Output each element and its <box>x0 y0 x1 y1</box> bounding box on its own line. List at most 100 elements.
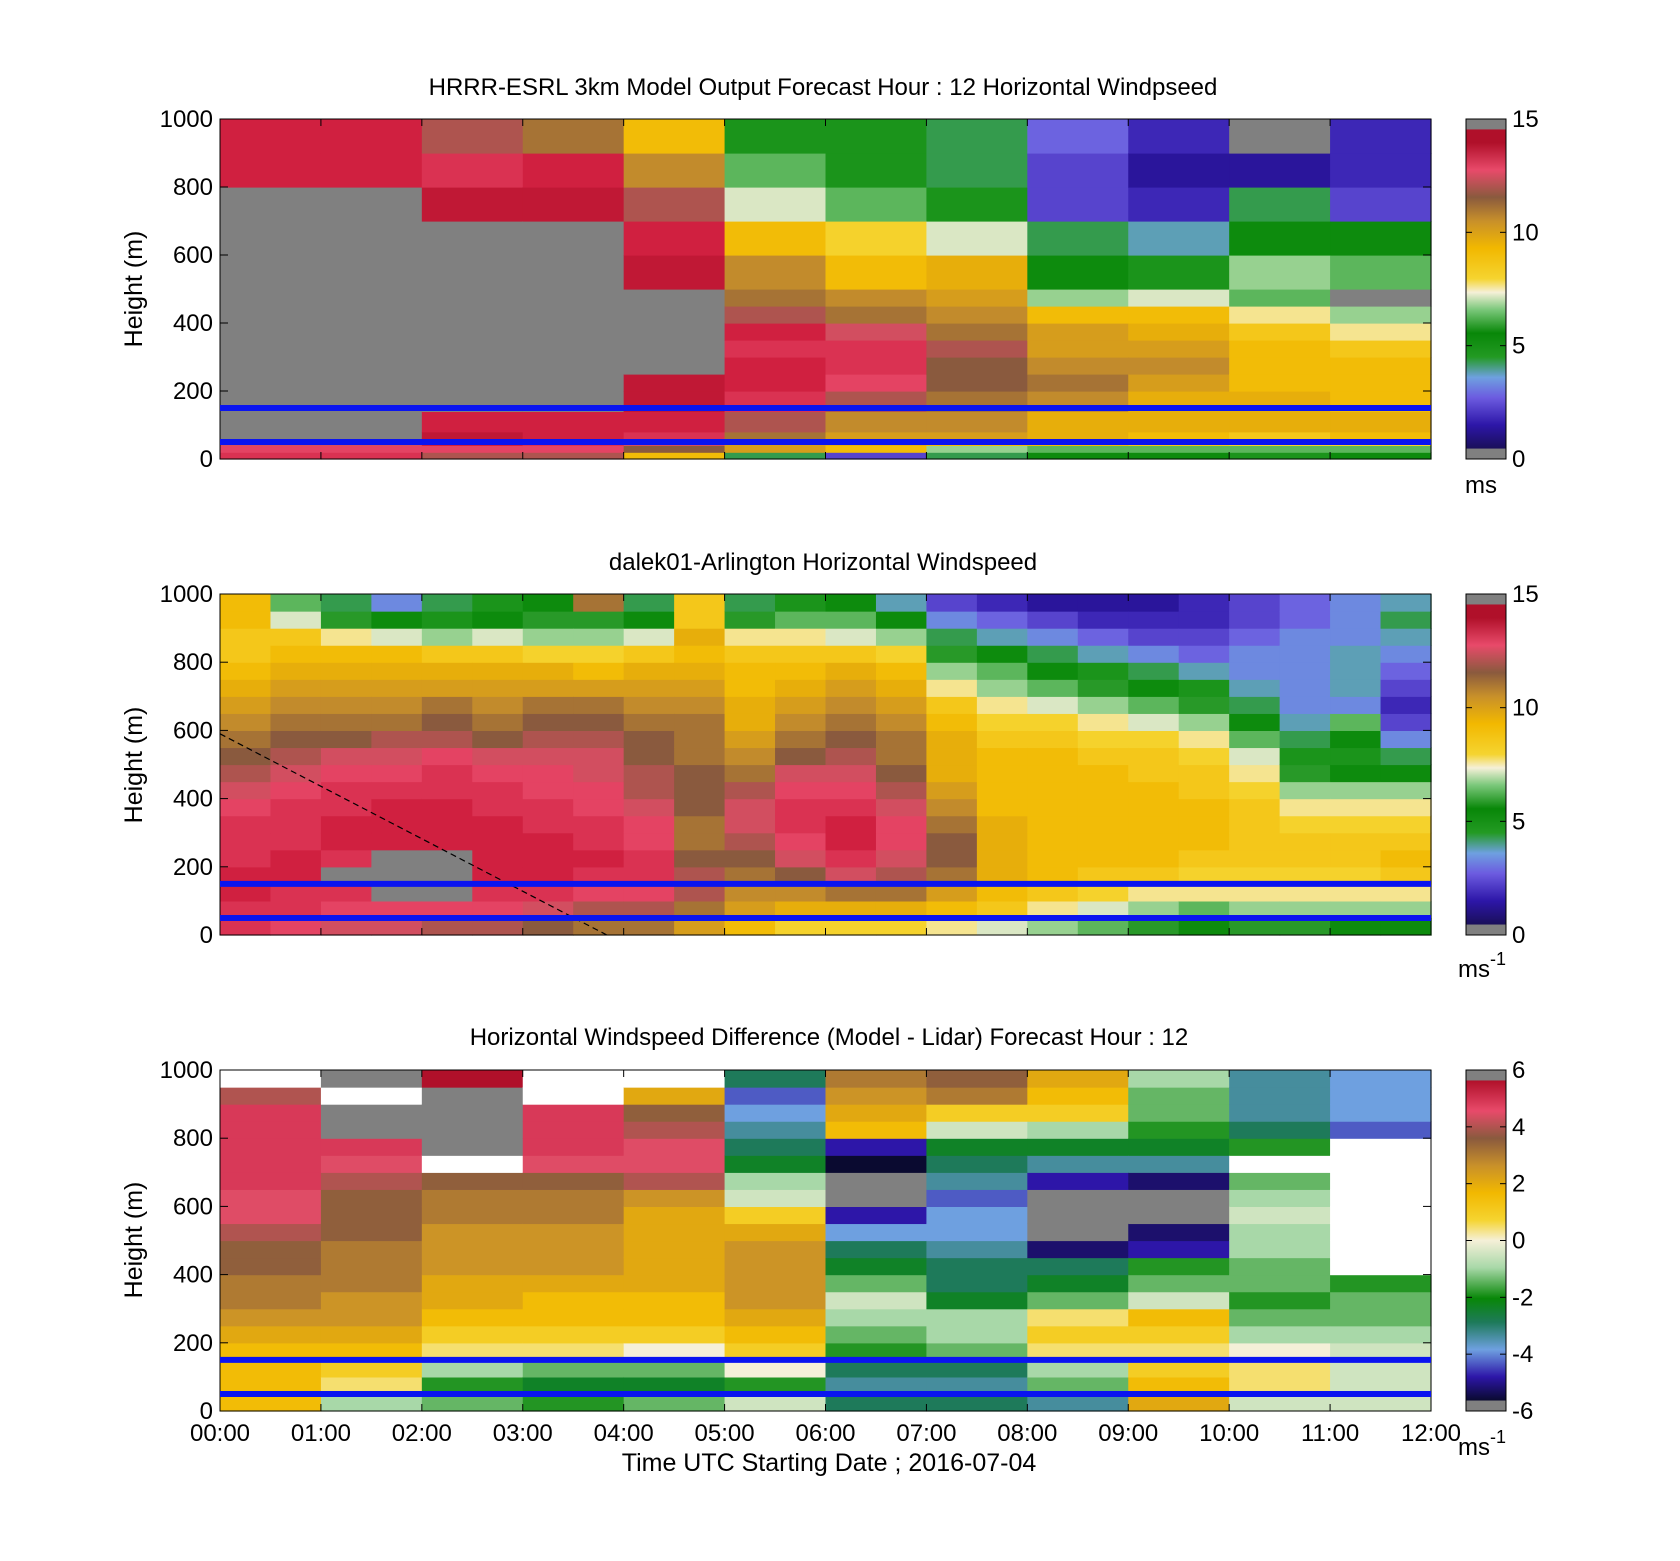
heatmap-cell <box>371 628 423 646</box>
heatmap-cell <box>1330 900 1382 919</box>
heatmap-cell <box>724 411 827 433</box>
heatmap-cell <box>522 1257 625 1276</box>
heatmap-cell <box>724 628 776 646</box>
heatmap-cell <box>1027 1393 1129 1412</box>
heatmap-cell <box>371 849 423 868</box>
heatmap-cell <box>825 1189 928 1207</box>
heatmap-cell <box>724 1223 827 1242</box>
heatmap-cell <box>875 917 928 936</box>
heatmap-cell <box>371 764 423 783</box>
heatmap-cell <box>825 628 877 646</box>
heatmap-cell <box>573 662 625 680</box>
heatmap-cell <box>623 611 675 629</box>
heatmap-cell <box>1128 917 1180 936</box>
heatmap-cell <box>320 883 372 902</box>
heatmap-cell <box>220 798 272 817</box>
heatmap-cell <box>825 900 877 919</box>
heatmap-cell <box>522 917 574 936</box>
heatmap-cell <box>623 1070 726 1088</box>
heatmap-cell <box>1178 713 1230 731</box>
heatmap-cell <box>623 917 675 936</box>
heatmap-cell <box>724 1257 827 1276</box>
heatmap-cell <box>1229 153 1331 188</box>
heatmap-cell <box>270 645 322 663</box>
heatmap-cell <box>775 900 827 919</box>
heatmap-cell <box>421 1070 524 1088</box>
heatmap-cell <box>724 1206 827 1225</box>
heatmap-cell <box>724 452 827 460</box>
panel-lidar-colorbar-unit: ms-1 <box>1458 949 1506 983</box>
heatmap-cell <box>1077 781 1129 800</box>
heatmap-cell <box>623 1223 726 1242</box>
heatmap-cell <box>1229 764 1281 783</box>
heatmap-cell <box>724 696 776 714</box>
heatmap-cell <box>674 883 726 902</box>
heatmap-cell <box>1330 679 1382 697</box>
heatmap-cell <box>1229 611 1281 629</box>
heatmap-cell <box>875 781 928 800</box>
heatmap-cell <box>1128 1223 1230 1242</box>
heatmap-cell <box>1330 1223 1432 1242</box>
heatmap-cell <box>421 849 473 868</box>
heatmap-cell <box>1380 645 1432 663</box>
heatmap-cell <box>220 1087 322 1105</box>
x-tick-label: 09:00 <box>1098 1420 1158 1447</box>
heatmap-cell <box>1229 866 1281 885</box>
heatmap-cell <box>220 1274 322 1293</box>
heatmap-cell <box>522 1155 625 1173</box>
heatmap-cell <box>1229 1206 1331 1225</box>
heatmap-cell <box>1229 1070 1331 1088</box>
heatmap-cell <box>1128 452 1230 460</box>
heatmap-cell <box>1128 431 1230 440</box>
heatmap-cell <box>1027 832 1079 851</box>
y-tick-label: 1000 <box>160 581 213 608</box>
heatmap-cell <box>573 628 625 646</box>
heatmap-cell <box>1128 662 1180 680</box>
heatmap-cell <box>522 1172 625 1190</box>
heatmap-cell <box>1027 764 1079 783</box>
heatmap-cell <box>1229 1172 1331 1190</box>
heatmap-cell <box>1077 764 1129 783</box>
heatmap-cell <box>1229 323 1331 341</box>
heatmap-cell <box>623 1257 726 1276</box>
heatmap-cell <box>724 815 776 834</box>
y-tick-label: 800 <box>173 174 213 201</box>
heatmap-cell <box>421 1376 524 1395</box>
heatmap-cell <box>926 340 1028 358</box>
heatmap-cell <box>1027 713 1079 731</box>
heatmap-cell <box>623 1172 726 1190</box>
heatmap-cell <box>522 1325 625 1344</box>
x-tick-label: 02:00 <box>392 1420 452 1447</box>
heatmap-cell <box>1128 628 1180 646</box>
heatmap-cell <box>472 696 524 714</box>
heatmap-cell <box>825 306 928 324</box>
heatmap-cell <box>623 411 726 433</box>
x-tick-label: 03:00 <box>493 1420 553 1447</box>
heatmap-cell <box>1077 798 1129 817</box>
colorbar-tick-label: 5 <box>1512 808 1525 835</box>
heatmap-cell <box>1330 119 1432 154</box>
heatmap-cell <box>825 411 928 433</box>
heatmap-cell <box>724 645 776 663</box>
heatmap-cell <box>220 696 272 714</box>
heatmap-cell <box>1128 1104 1230 1122</box>
heatmap-cell <box>320 289 423 307</box>
heatmap-cell <box>724 747 776 766</box>
heatmap-cell <box>1178 730 1230 749</box>
heatmap-cell <box>976 594 1028 612</box>
heatmap-cell <box>1330 255 1432 290</box>
heatmap-cell <box>421 221 524 256</box>
heatmap-cell <box>1330 798 1382 817</box>
heatmap-cell <box>1330 645 1382 663</box>
heatmap-cell <box>1027 1223 1129 1242</box>
heatmap-cell <box>1128 445 1230 453</box>
heatmap-cell <box>976 917 1028 936</box>
heatmap-cell <box>1128 713 1180 731</box>
heatmap-cell <box>522 221 625 256</box>
heatmap-cell <box>421 1308 524 1327</box>
heatmap-cell <box>1027 1138 1129 1156</box>
heatmap-cell <box>926 832 978 851</box>
heatmap-cell <box>220 289 322 307</box>
heatmap-cell <box>623 1189 726 1207</box>
heatmap-cell <box>875 730 928 749</box>
